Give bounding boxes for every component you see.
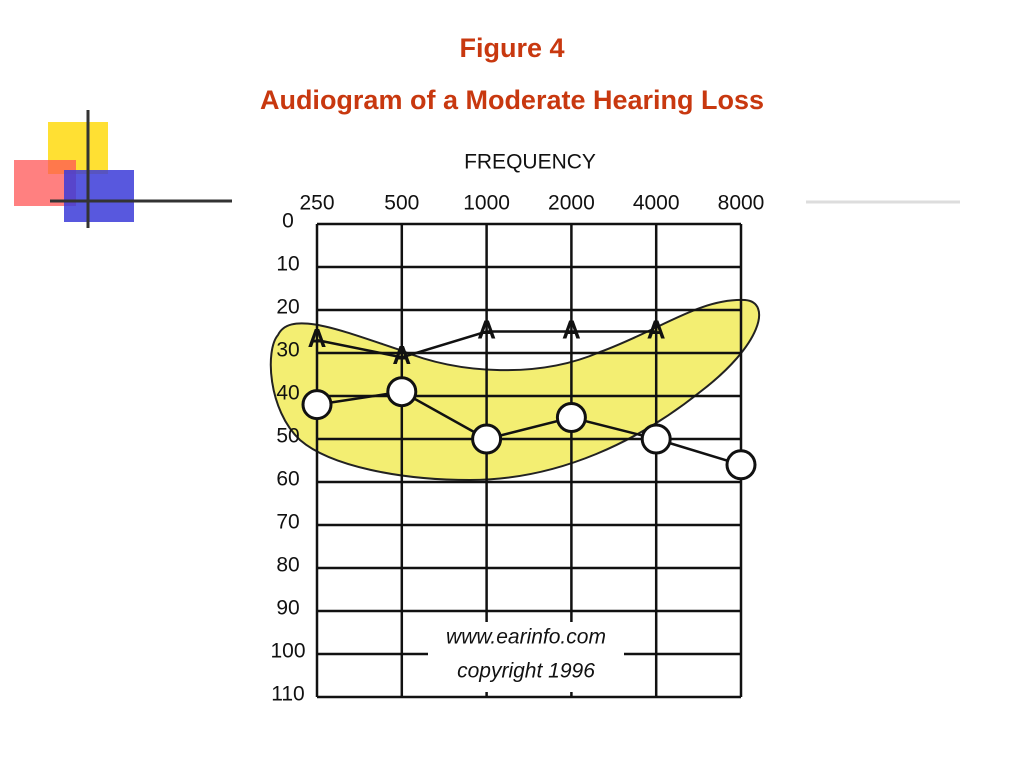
x-axis-label: FREQUENCY (464, 151, 596, 174)
y-tick-label: 20 (276, 296, 299, 319)
y-tick-label: 110 (271, 683, 304, 706)
series-line (316, 330, 657, 359)
chart-title: Figure 4 (459, 33, 564, 63)
y-tick-label: 100 (270, 640, 305, 663)
marker-circle (725, 449, 757, 481)
x-tick-label: 4000 (633, 192, 680, 215)
marker-letter: A (562, 314, 581, 344)
deco-blue (64, 170, 134, 222)
speech-banana (269, 298, 760, 482)
marker-letter: A (308, 323, 327, 353)
marker-circle (640, 423, 672, 455)
marker-letter: A (392, 340, 411, 370)
marker-circle (555, 402, 587, 433)
marker-letter: A (477, 314, 496, 344)
marker-circle (471, 423, 503, 455)
y-tick-label: 10 (276, 253, 299, 276)
y-tick-label: 0 (282, 210, 294, 233)
chart-subtitle: Audiogram of a Moderate Hearing Loss (260, 85, 764, 115)
marker-letter: A (647, 314, 666, 344)
y-tick-label: 30 (276, 339, 299, 362)
marker-circle (301, 389, 333, 421)
x-tick-label: 250 (299, 192, 334, 215)
annotation-box (428, 622, 624, 692)
annotation: www.earinfo.com (446, 626, 606, 649)
x-tick-label: 1000 (463, 192, 510, 215)
y-tick-label: 80 (276, 554, 299, 577)
x-tick-label: 500 (384, 192, 419, 215)
y-tick-label: 70 (276, 511, 299, 534)
y-tick-label: 40 (276, 382, 299, 405)
x-tick-label: 8000 (718, 192, 765, 215)
y-tick-label: 60 (276, 468, 299, 491)
y-tick-label: 90 (276, 597, 299, 620)
y-tick-label: 50 (276, 425, 299, 448)
annotation: copyright 1996 (457, 660, 595, 683)
marker-circle (386, 376, 418, 408)
x-tick-label: 2000 (548, 192, 595, 215)
